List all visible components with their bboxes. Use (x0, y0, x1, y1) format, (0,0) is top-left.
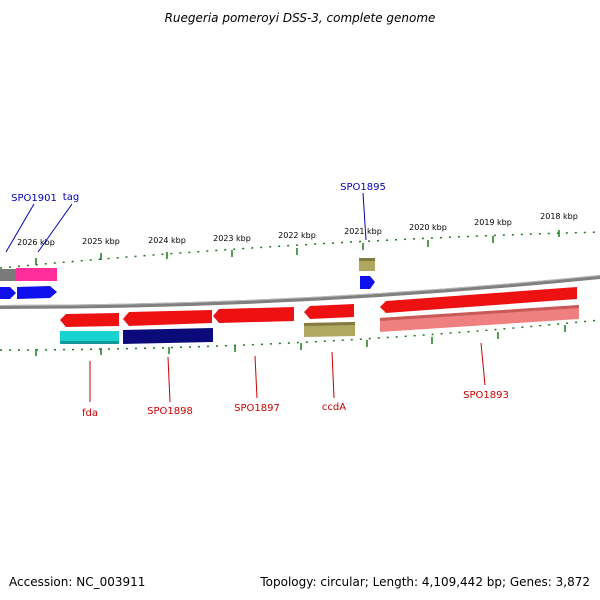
tick-label-2019: 2019 kbp (474, 218, 512, 227)
gene-blue-left-1[interactable] (0, 287, 16, 299)
connector-spo1897 (254, 355, 258, 399)
label-spo1897[interactable]: SPO1897 (234, 403, 280, 414)
tick-label-2024: 2024 kbp (148, 236, 186, 245)
gene-spo1895-blue[interactable] (360, 276, 375, 289)
label-spo1901[interactable]: SPO1901 (11, 193, 57, 204)
label-fda[interactable]: fda (82, 408, 98, 419)
gene-ccda[interactable] (304, 304, 354, 319)
connector-ccda (331, 351, 335, 399)
gene-blue-left-2[interactable] (17, 286, 57, 299)
gene-spo1893[interactable] (380, 287, 577, 313)
label-spo1893[interactable]: SPO1893 (463, 390, 509, 401)
label-spo1895[interactable]: SPO1895 (340, 182, 386, 193)
label-tag[interactable]: tag (63, 192, 79, 203)
gene-fda-cyan[interactable] (60, 331, 119, 344)
connector-spo1895 (362, 192, 367, 241)
genome-backbone (0, 275, 600, 309)
gene-spo1895-olive[interactable] (359, 258, 375, 271)
label-ccda[interactable]: ccdA (322, 402, 346, 413)
tick-label-2021: 2021 kbp (344, 227, 382, 236)
map-title: Ruegeria pomeroyi DSS-3, complete genome (165, 11, 436, 25)
genome-summary-text: Topology: circular; Length: 4,109,442 bp… (259, 575, 590, 589)
gene-fda[interactable] (60, 313, 119, 327)
inner-major-ticks (35, 325, 566, 356)
gene-tag[interactable] (16, 268, 57, 281)
tick-label-2018: 2018 kbp (540, 212, 578, 221)
gene-spo1898[interactable] (123, 310, 212, 326)
connector-tag (37, 203, 73, 253)
gene-spo1897[interactable] (213, 307, 294, 323)
gene-spo1893-lightred[interactable] (380, 305, 579, 332)
connector-spo1901 (5, 203, 35, 253)
tick-label-2023: 2023 kbp (213, 234, 251, 243)
connector-spo1893 (480, 342, 486, 386)
tick-label-2022: 2022 kbp (278, 231, 316, 240)
gene-spo1901-gray[interactable] (0, 269, 16, 281)
tick-label-2026: 2026 kbp (17, 238, 55, 247)
label-spo1898[interactable]: SPO1898 (147, 406, 193, 417)
tick-label-2020: 2020 kbp (409, 223, 447, 232)
accession-text: Accession: NC_003911 (9, 575, 145, 589)
outer-major-ticks (35, 230, 560, 265)
tick-label-2025: 2025 kbp (82, 237, 120, 246)
gene-spo1898-navy[interactable] (123, 328, 213, 344)
connector-spo1898 (167, 356, 171, 403)
